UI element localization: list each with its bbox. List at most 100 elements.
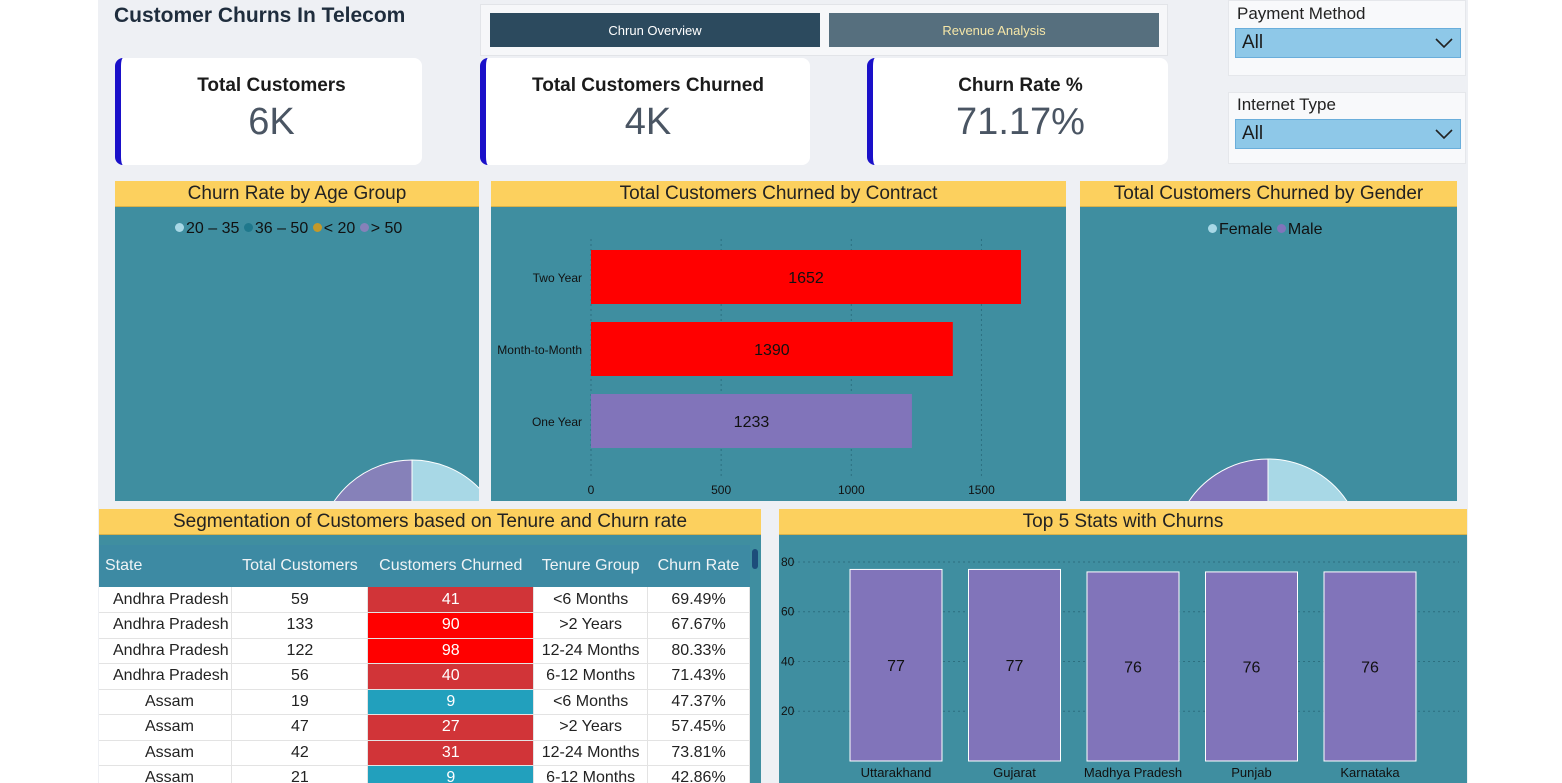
table-row[interactable]: Andhra Pradesh 122 98 12-24 Months 80.33% bbox=[99, 638, 750, 664]
table-scrollbar[interactable] bbox=[750, 545, 760, 783]
bar bbox=[1323, 571, 1417, 762]
legend-item[interactable]: Male bbox=[1276, 221, 1323, 238]
bar bbox=[968, 568, 1061, 762]
legend-label: 36 – 50 bbox=[254, 220, 309, 237]
churned-cell: 41 bbox=[367, 587, 535, 613]
column-header-state[interactable]: State bbox=[99, 545, 232, 587]
legend-label: Male bbox=[1287, 221, 1323, 238]
scrollbar-thumb[interactable] bbox=[752, 549, 758, 569]
x-tick-label: 1500 bbox=[968, 483, 995, 497]
legend-item[interactable]: 20 – 35 bbox=[175, 220, 239, 237]
tenure-cell: >2 Years bbox=[533, 714, 649, 741]
kpi-value: 4K bbox=[624, 101, 672, 143]
rate-cell: 67.67% bbox=[647, 612, 750, 639]
table-row[interactable]: Andhra Pradesh 133 90 >2 Years 67.67% bbox=[99, 612, 750, 639]
table-row[interactable]: Andhra Pradesh 56 40 6-12 Months 71.43% bbox=[99, 663, 750, 690]
kpi-total-customers: Total Customers 6K bbox=[115, 58, 422, 165]
table-row[interactable]: Assam 42 31 12-24 Months 73.81% bbox=[99, 740, 750, 766]
rate-cell: 71.43% bbox=[647, 663, 750, 690]
y-tick-label: 40 bbox=[781, 654, 795, 668]
column-header-tenure[interactable]: Tenure Group bbox=[533, 545, 648, 587]
bar-data-label: 77 bbox=[1006, 658, 1024, 675]
state-cell: Assam bbox=[99, 740, 233, 766]
chart-title: Churn Rate by Age Group bbox=[115, 181, 479, 207]
revenue-analysis-button[interactable]: Revenue Analysis bbox=[829, 13, 1159, 47]
bar bbox=[591, 322, 953, 376]
legend-item[interactable]: < 20 bbox=[312, 220, 356, 237]
tenure-cell: 6-12 Months bbox=[533, 765, 649, 783]
legend-item[interactable]: > 50 bbox=[359, 220, 403, 237]
rate-cell: 80.33% bbox=[647, 638, 750, 664]
pie-slice-1 bbox=[411, 459, 479, 501]
y-tick-label: 80 bbox=[781, 555, 795, 569]
x-tick-label: 0 bbox=[588, 483, 595, 497]
x-category-label: Uttarakhand bbox=[861, 765, 932, 780]
age-pie-svg: 74.71%74.35%74.29%66.73% bbox=[333, 459, 479, 501]
legend-dot-icon bbox=[359, 223, 369, 232]
contract-bar-svg: 0 500 1000 1500 1652 Two Year 1390 Month-to-Mon… bbox=[497, 239, 1021, 497]
bar bbox=[1086, 571, 1180, 762]
legend-dot-icon bbox=[1208, 224, 1217, 233]
chart-title: Total Customers Churned by Contract bbox=[491, 181, 1066, 207]
legend-item[interactable]: Female bbox=[1208, 221, 1272, 238]
gender-chart: Total Customers Churned by Gender Female… bbox=[1080, 181, 1457, 501]
dropdown-value: All bbox=[1242, 123, 1264, 144]
legend-item[interactable]: 36 – 50 bbox=[243, 220, 309, 237]
legend-label: < 20 bbox=[323, 220, 356, 237]
tenure-cell: <6 Months bbox=[533, 587, 649, 613]
chart-title: Total Customers Churned by Gender bbox=[1080, 181, 1457, 207]
total-cell: 133 bbox=[231, 612, 369, 639]
state-cell: Andhra Pradesh bbox=[99, 587, 233, 613]
y-category-label: One Year bbox=[532, 415, 582, 429]
nav-bar: Chrun Overview Revenue Analysis bbox=[480, 4, 1168, 56]
bar bbox=[591, 394, 912, 448]
slicer-title: Internet Type bbox=[1237, 95, 1336, 114]
tenure-cell: 12-24 Months bbox=[533, 740, 649, 766]
rate-cell: 42.86% bbox=[647, 765, 750, 783]
pie-slice-2 bbox=[1188, 458, 1269, 501]
age-group-chart: Churn Rate by Age Group 20 – 35 36 – 50 … bbox=[115, 181, 479, 501]
rate-cell: 57.45% bbox=[647, 714, 750, 741]
tenure-cell: <6 Months bbox=[533, 689, 649, 715]
bar-data-label: 76 bbox=[1243, 659, 1261, 676]
column-header-rate[interactable]: Churn Rate bbox=[647, 545, 750, 587]
kpi-label: Total Customers bbox=[197, 75, 346, 96]
y-tick-label: 60 bbox=[781, 605, 795, 619]
internet-type-dropdown[interactable]: All bbox=[1235, 119, 1461, 149]
total-cell: 59 bbox=[231, 587, 369, 613]
chrun-overview-button[interactable]: Chrun Overview bbox=[490, 13, 820, 47]
segmentation-table: State Total Customers Customers Churned … bbox=[99, 545, 750, 783]
rate-cell: 73.81% bbox=[647, 740, 750, 766]
chevron-down-icon bbox=[1435, 38, 1453, 49]
payment-method-dropdown[interactable]: All bbox=[1235, 28, 1461, 58]
state-cell: Assam bbox=[99, 689, 233, 715]
kpi-churn-rate: Churn Rate % 71.17% bbox=[867, 58, 1168, 165]
legend-dot-icon bbox=[312, 223, 322, 232]
rate-cell: 69.49% bbox=[647, 587, 750, 613]
churned-cell: 90 bbox=[367, 612, 535, 639]
churned-cell: 98 bbox=[367, 638, 535, 664]
table-row[interactable]: Assam 19 9 <6 Months 47.37% bbox=[99, 689, 750, 715]
table-row[interactable]: Andhra Pradesh 59 41 <6 Months 69.49% bbox=[99, 587, 750, 613]
bar-data-label: 1652 bbox=[788, 270, 824, 287]
column-header-total[interactable]: Total Customers bbox=[231, 545, 368, 587]
y-category-label: Two Year bbox=[533, 271, 582, 285]
table-row[interactable]: Assam 47 27 >2 Years 57.45% bbox=[99, 714, 750, 741]
rate-cell: 47.37% bbox=[647, 689, 750, 715]
legend-label: > 50 bbox=[370, 220, 403, 237]
column-header-churned[interactable]: Customers Churned bbox=[367, 545, 534, 587]
table-row[interactable]: Assam 21 9 6-12 Months 42.86% bbox=[99, 765, 750, 783]
chart-legend: Female Male bbox=[1208, 221, 1323, 239]
tenure-cell: 6-12 Months bbox=[533, 663, 649, 690]
tenure-cell: 12-24 Months bbox=[533, 638, 649, 664]
churned-cell: 9 bbox=[367, 765, 535, 783]
chevron-down-icon bbox=[1435, 129, 1453, 140]
contract-chart: Total Customers Churned by Contract 0 500… bbox=[491, 181, 1066, 501]
kpi-total-churned: Total Customers Churned 4K bbox=[480, 58, 810, 165]
total-cell: 42 bbox=[231, 740, 369, 766]
table-title: Segmentation of Customers based on Tenur… bbox=[99, 509, 761, 535]
internet-type-slicer: Internet Type All bbox=[1228, 92, 1466, 164]
total-cell: 122 bbox=[231, 638, 369, 664]
total-cell: 19 bbox=[231, 689, 369, 715]
total-cell: 56 bbox=[231, 663, 369, 690]
